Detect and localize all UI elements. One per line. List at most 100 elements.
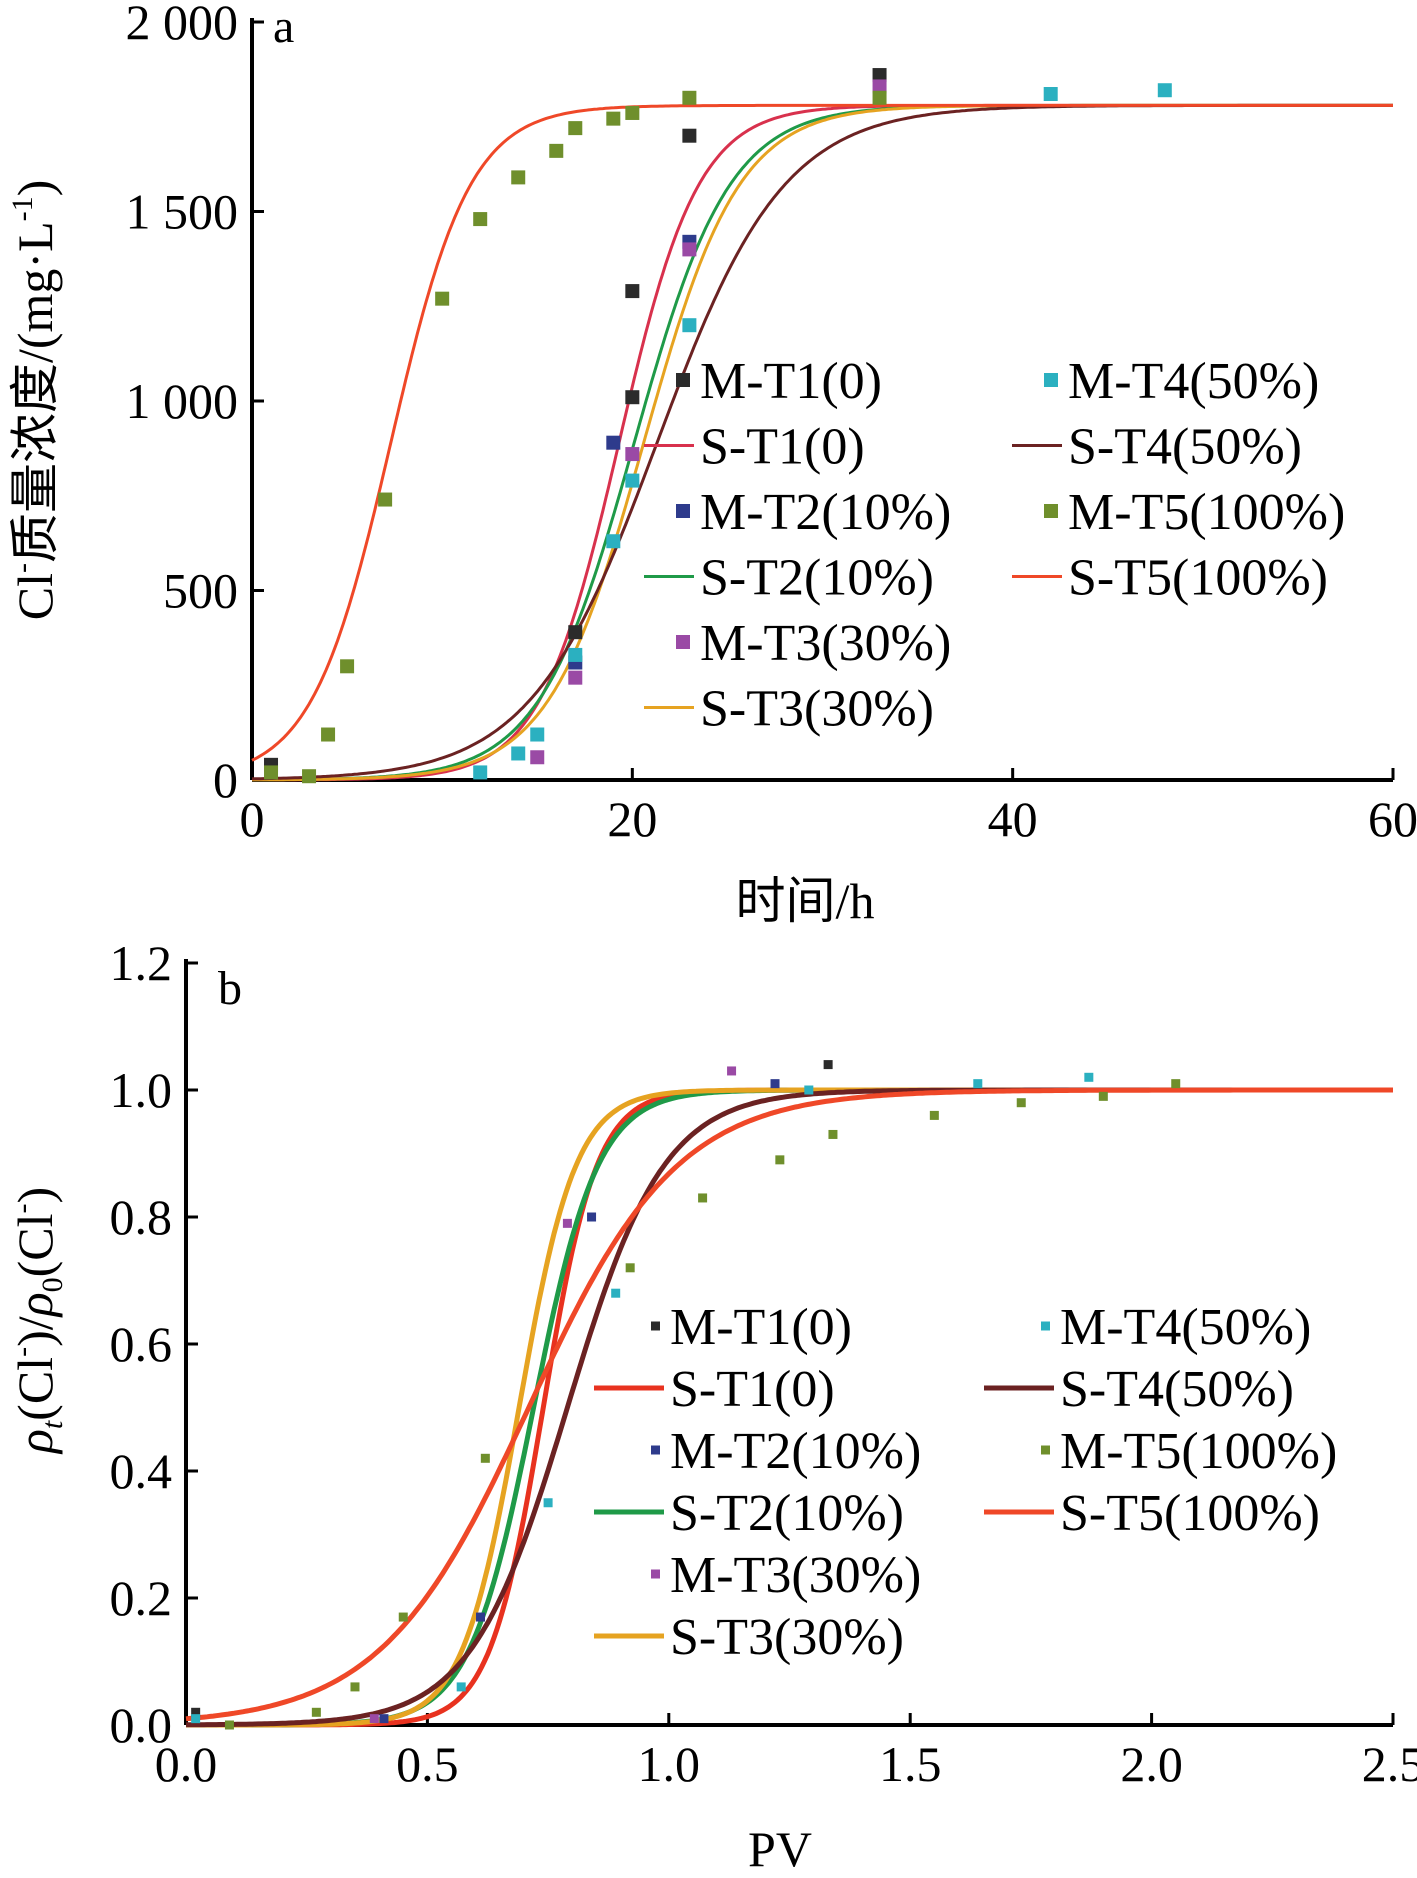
panel-b-axes: 0.0 0.2 0.4 0.6 0.8 1.0 1.2 0.0 0.5 1.0 1.5 2.0 2.5 (110, 935, 1417, 1792)
data-point-m-t5-100- (302, 769, 317, 784)
panel-b-x-axis-title: PV (748, 1821, 812, 1877)
data-point-m-t4-50- (682, 318, 697, 333)
legend-marker (651, 1569, 660, 1579)
legend-marker (676, 504, 690, 518)
y-tick-label: 0.4 (110, 1443, 173, 1499)
data-point-m-t1-0- (872, 68, 887, 83)
legend-label: S-T1(0) (700, 419, 865, 476)
data-point-m-t5-100- (264, 765, 279, 780)
legend-marker (1041, 1445, 1050, 1455)
data-point-m-t5-100- (435, 291, 450, 306)
data-point-m-t3-30- (872, 79, 887, 94)
data-point-m-t1-0- (191, 1707, 201, 1717)
data-point-m-t1-0- (625, 284, 640, 299)
y-tick-label: 1 500 (126, 184, 239, 240)
data-point-m-t5-100- (480, 1453, 490, 1463)
data-point-m-t4-50- (191, 1714, 201, 1724)
legend-label: M-T4(50%) (1068, 353, 1319, 410)
y-tick-label: 0 (213, 752, 238, 808)
y-tick-label: 0.8 (110, 1189, 173, 1245)
legend-marker (651, 1321, 660, 1331)
panel-b: b PV ρt(Cl-)/ρ0(Cl-) 0.0 0.2 0.4 0.6 0.8 1.0 1… (6, 935, 1417, 1877)
x-tick-label: 2.5 (1362, 1736, 1417, 1792)
series-curve-s-t5-100- (251, 103, 1393, 762)
data-point-m-t4-50- (1043, 87, 1058, 102)
data-point-m-t5-100- (698, 1193, 708, 1203)
y-tick-label: 0.6 (110, 1316, 173, 1372)
data-point-m-t5-100- (828, 1129, 838, 1139)
data-point-m-t4-50- (456, 1682, 466, 1692)
x-tick-label: 1.5 (879, 1736, 942, 1792)
panel-a-series (251, 68, 1393, 784)
x-tick-label: 0.5 (396, 1736, 459, 1792)
legend-label: S-T2(10%) (700, 550, 934, 607)
legend-label: M-T1(0) (700, 353, 882, 410)
data-point-m-t5-100- (311, 1707, 321, 1717)
panel-b-series (185, 1060, 1393, 1730)
data-point-m-t2-10- (770, 1079, 780, 1089)
data-point-m-t5-100- (378, 492, 393, 507)
legend-label: M-T4(50%) (1060, 1299, 1311, 1356)
data-point-m-t5-100- (775, 1155, 785, 1165)
legend-label: M-T1(0) (670, 1299, 852, 1356)
legend-label: S-T2(10%) (670, 1485, 904, 1542)
data-point-m-t5-100- (1098, 1091, 1108, 1101)
panel-b-letter: b (218, 962, 242, 1015)
x-tick-label: 0.0 (155, 1736, 218, 1792)
data-point-m-t5-100- (568, 121, 583, 136)
legend-label: S-T5(100%) (1060, 1485, 1320, 1542)
legend-label: M-T2(10%) (670, 1423, 921, 1480)
data-point-m-t2-10- (476, 1612, 486, 1622)
data-point-m-t4-50- (568, 647, 583, 662)
legend-label: S-T5(100%) (1068, 550, 1328, 607)
data-point-m-t1-0- (625, 390, 640, 405)
data-point-m-t2-10- (587, 1212, 597, 1222)
legend-marker (676, 635, 690, 649)
data-point-m-t3-30- (530, 750, 545, 765)
legend-marker (676, 373, 690, 387)
data-point-m-t5-100- (340, 659, 355, 674)
legend-marker (1044, 504, 1058, 518)
data-point-m-t2-10- (606, 435, 621, 450)
data-point-m-t5-100- (625, 105, 640, 120)
panel-a-axes: 0 500 1 000 1 500 2 000 0 20 40 60 (126, 0, 1417, 847)
data-point-m-t4-50- (473, 765, 488, 780)
data-point-m-t5-100- (511, 170, 526, 185)
data-point-m-t3-30- (369, 1714, 379, 1724)
x-tick-label: 1.0 (638, 1736, 701, 1792)
legend-label: M-T2(10%) (700, 484, 951, 541)
legend-label: S-T1(0) (670, 1361, 835, 1418)
data-point-m-t5-100- (872, 90, 887, 105)
data-point-m-t4-50- (625, 473, 640, 488)
legend-label: S-T3(30%) (670, 1609, 904, 1666)
legend-label: M-T5(100%) (1068, 484, 1345, 541)
data-point-m-t3-30- (625, 447, 640, 462)
legend-marker (1041, 1321, 1050, 1331)
panel-a-x-axis-title: 时间/h (736, 873, 875, 929)
panel-b-y-axis-title: ρt(Cl-)/ρ0(Cl-) (6, 1187, 69, 1455)
data-point-m-t4-50- (511, 746, 526, 761)
data-point-m-t5-100- (682, 90, 697, 105)
data-point-m-t4-50- (543, 1498, 553, 1508)
x-tick-label: 20 (607, 791, 657, 847)
legend-marker (1044, 373, 1058, 387)
data-point-m-t5-100- (625, 1263, 635, 1273)
legend-label: S-T3(30%) (700, 681, 934, 738)
y-tick-label: 1 000 (126, 373, 239, 429)
panel-b-legend: M-T1(0)S-T1(0)M-T2(10%)S-T2(10%)M-T3(30%… (594, 1299, 1337, 1666)
y-tick-label: 1.0 (110, 1062, 173, 1118)
x-tick-label: 40 (988, 791, 1038, 847)
data-point-m-t5-100- (321, 727, 336, 742)
data-point-m-t4-50- (1157, 83, 1172, 98)
x-tick-label: 2.0 (1120, 1736, 1183, 1792)
data-point-m-t1-0- (568, 625, 583, 640)
data-point-m-t5-100- (1171, 1079, 1181, 1089)
data-point-m-t3-30- (568, 670, 583, 685)
data-point-m-t4-50- (1084, 1072, 1094, 1082)
data-point-m-t1-0- (823, 1060, 833, 1070)
data-point-m-t4-50- (530, 727, 545, 742)
legend-label: S-T4(50%) (1060, 1361, 1294, 1418)
panel-a-legend: M-T1(0) S-T1(0) M-T2(10%) S-T2(10%) M-T3(30%… (644, 353, 1345, 738)
legend-marker (651, 1445, 660, 1455)
